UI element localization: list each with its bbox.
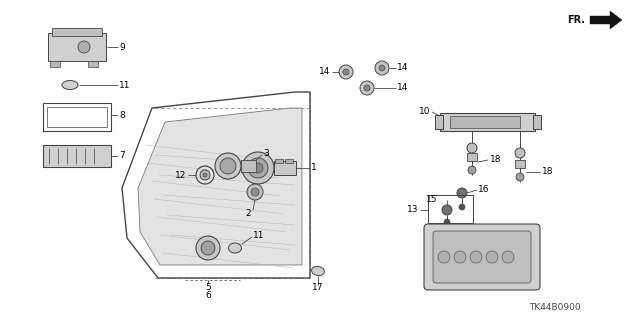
Ellipse shape xyxy=(62,80,78,90)
Text: 8: 8 xyxy=(119,110,125,120)
Text: 15: 15 xyxy=(426,196,437,204)
Text: 6: 6 xyxy=(205,292,211,300)
Bar xyxy=(241,160,256,172)
Circle shape xyxy=(339,65,353,79)
Text: 16: 16 xyxy=(478,186,490,195)
Text: 9: 9 xyxy=(119,42,125,51)
Circle shape xyxy=(360,81,374,95)
Bar xyxy=(533,115,541,129)
Bar xyxy=(275,159,283,163)
Bar xyxy=(47,107,107,127)
Bar xyxy=(274,161,296,175)
Bar xyxy=(50,61,60,67)
Text: 7: 7 xyxy=(119,152,125,160)
Circle shape xyxy=(201,241,215,255)
Text: 17: 17 xyxy=(312,284,324,293)
Circle shape xyxy=(242,152,274,184)
Circle shape xyxy=(444,219,450,225)
Text: 2: 2 xyxy=(245,209,251,218)
Circle shape xyxy=(486,251,498,263)
Text: 14: 14 xyxy=(397,84,408,93)
Circle shape xyxy=(251,188,259,196)
Circle shape xyxy=(467,143,477,153)
Polygon shape xyxy=(138,108,302,265)
Text: 14: 14 xyxy=(397,63,408,72)
Text: FR.: FR. xyxy=(567,15,585,25)
Circle shape xyxy=(364,85,370,91)
Circle shape xyxy=(442,205,452,215)
FancyBboxPatch shape xyxy=(424,224,540,290)
Bar xyxy=(428,195,473,223)
Circle shape xyxy=(457,188,467,198)
Circle shape xyxy=(502,251,514,263)
Circle shape xyxy=(200,170,210,180)
Circle shape xyxy=(215,153,241,179)
Circle shape xyxy=(247,184,263,200)
Text: 11: 11 xyxy=(253,232,264,241)
Text: 18: 18 xyxy=(490,155,502,165)
Text: 11: 11 xyxy=(119,80,131,90)
FancyBboxPatch shape xyxy=(433,231,531,283)
Circle shape xyxy=(379,65,385,71)
Bar xyxy=(450,116,520,128)
Circle shape xyxy=(454,251,466,263)
Ellipse shape xyxy=(312,266,324,276)
Text: 14: 14 xyxy=(319,68,330,77)
Circle shape xyxy=(343,69,349,75)
Circle shape xyxy=(220,158,236,174)
Bar xyxy=(43,145,111,167)
Text: 18: 18 xyxy=(542,167,554,176)
Text: 3: 3 xyxy=(263,150,269,159)
Circle shape xyxy=(470,251,482,263)
Bar xyxy=(88,61,98,67)
Text: TK44B0900: TK44B0900 xyxy=(529,303,581,313)
Bar xyxy=(440,113,535,131)
Circle shape xyxy=(375,61,389,75)
Bar xyxy=(285,159,293,163)
Text: 10: 10 xyxy=(419,107,430,115)
Text: 1: 1 xyxy=(311,164,317,173)
Text: 5: 5 xyxy=(205,284,211,293)
Bar xyxy=(52,28,102,36)
Circle shape xyxy=(515,148,525,158)
Bar xyxy=(435,115,443,129)
Text: 12: 12 xyxy=(175,170,186,180)
Bar xyxy=(43,103,111,131)
Circle shape xyxy=(248,158,268,178)
Circle shape xyxy=(468,166,476,174)
Circle shape xyxy=(516,173,524,181)
Text: 13: 13 xyxy=(406,205,418,214)
Circle shape xyxy=(203,173,207,177)
Circle shape xyxy=(438,251,450,263)
Circle shape xyxy=(196,236,220,260)
Circle shape xyxy=(459,204,465,210)
Bar xyxy=(515,160,525,168)
Ellipse shape xyxy=(228,243,241,253)
Circle shape xyxy=(253,163,263,173)
Polygon shape xyxy=(590,11,622,29)
Bar xyxy=(467,153,477,161)
Circle shape xyxy=(78,41,90,53)
Bar xyxy=(48,33,106,61)
